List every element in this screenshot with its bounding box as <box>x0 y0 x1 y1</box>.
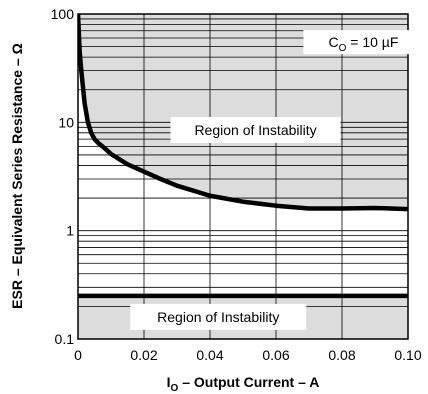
x-tick-label: 0.04 <box>196 347 223 363</box>
upper-region-label: Region of Instability <box>194 122 316 138</box>
plot-frame <box>77 13 409 340</box>
capacitance-annotation: CO = 10 µF <box>303 30 424 54</box>
x-tick-label: 0.10 <box>394 347 421 363</box>
y-axis-ticks: 0.1 1 10 100 <box>51 6 75 347</box>
lower-region-annotation: Region of Instability <box>130 303 307 330</box>
y-tick-label: 100 <box>51 6 75 22</box>
upper-region-annotation: Region of Instability <box>170 116 341 143</box>
x-tick-label: 0.06 <box>262 347 289 363</box>
y-axis-title: ESR – Equivalent Series Resistance – Ω <box>9 43 25 309</box>
y-tick-label: 1 <box>66 223 74 239</box>
y-tick-label: 0.1 <box>55 331 75 347</box>
svg-text:CO = 10 µF: CO = 10 µF <box>328 34 398 54</box>
y-tick-label: 10 <box>58 114 74 130</box>
x-axis-title: IO – Output Current – A <box>167 374 320 394</box>
x-axis-title-rest: – Output Current – A <box>178 374 319 390</box>
x-axis-title-main: I <box>167 374 171 390</box>
x-tick-label: 0.02 <box>130 347 157 363</box>
x-tick-label: 0.08 <box>328 347 355 363</box>
cap-label-sub: O <box>339 43 347 54</box>
x-axis-ticks: 0 0.02 0.04 0.06 0.08 0.10 <box>74 347 422 363</box>
cap-label-main: C <box>328 34 338 50</box>
upper-instability-region <box>78 14 408 210</box>
x-axis-title-sub: O <box>171 383 179 394</box>
x-tick-label: 0 <box>74 347 82 363</box>
upper-esr-limit-curve <box>78 14 408 212</box>
lower-region-label: Region of Instability <box>157 309 279 325</box>
cap-label-value: = 10 µF <box>346 34 398 50</box>
